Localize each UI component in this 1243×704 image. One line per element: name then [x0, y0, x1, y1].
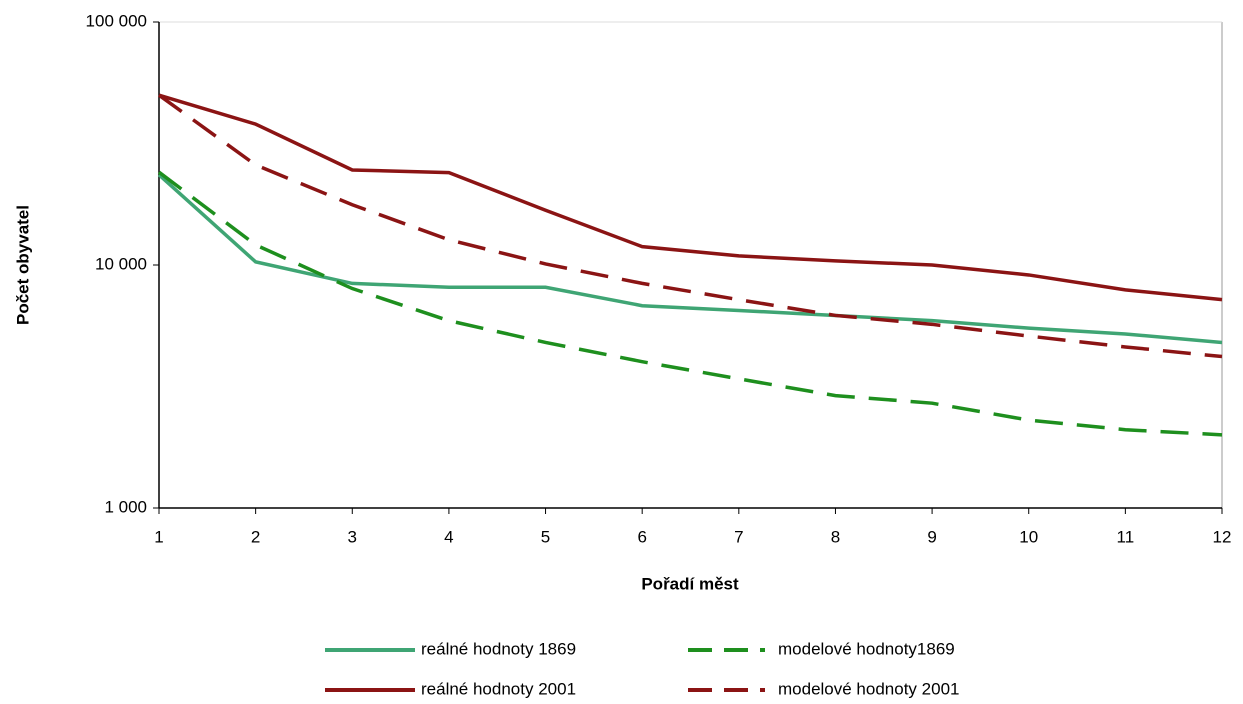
x-tick-label: 9 [927, 527, 936, 546]
series-line [157, 170, 1223, 437]
x-tick-label: 11 [1117, 527, 1135, 546]
x-tick-label: 7 [734, 527, 743, 546]
y-tick-label: 100 000 [86, 11, 147, 30]
legend-label: modelové hodnoty1869 [778, 639, 955, 658]
x-tick-label: 12 [1213, 527, 1232, 546]
x-tick-label: 4 [444, 527, 453, 546]
series-line [158, 93, 1223, 302]
x-tick-label: 5 [541, 527, 550, 546]
legend-label: reálné hodnoty 1869 [421, 639, 576, 658]
y-tick-label: 1 000 [104, 497, 147, 516]
legend-label: modelové hodnoty 2001 [778, 679, 959, 698]
y-axis-title: Počet obyvatel [13, 205, 32, 325]
legend-label: reálné hodnoty 2001 [421, 679, 576, 698]
x-tick-label: 3 [348, 527, 357, 546]
x-tick-label: 6 [637, 527, 646, 546]
x-axis-title: Pořadí měst [641, 574, 739, 593]
series-line [157, 173, 1223, 345]
x-tick-label: 1 [154, 527, 163, 546]
x-tick-label: 8 [831, 527, 840, 546]
x-tick-label: 10 [1019, 527, 1038, 546]
y-tick-label: 10 000 [95, 254, 147, 273]
series-line [157, 93, 1223, 359]
x-tick-label: 2 [251, 527, 260, 546]
